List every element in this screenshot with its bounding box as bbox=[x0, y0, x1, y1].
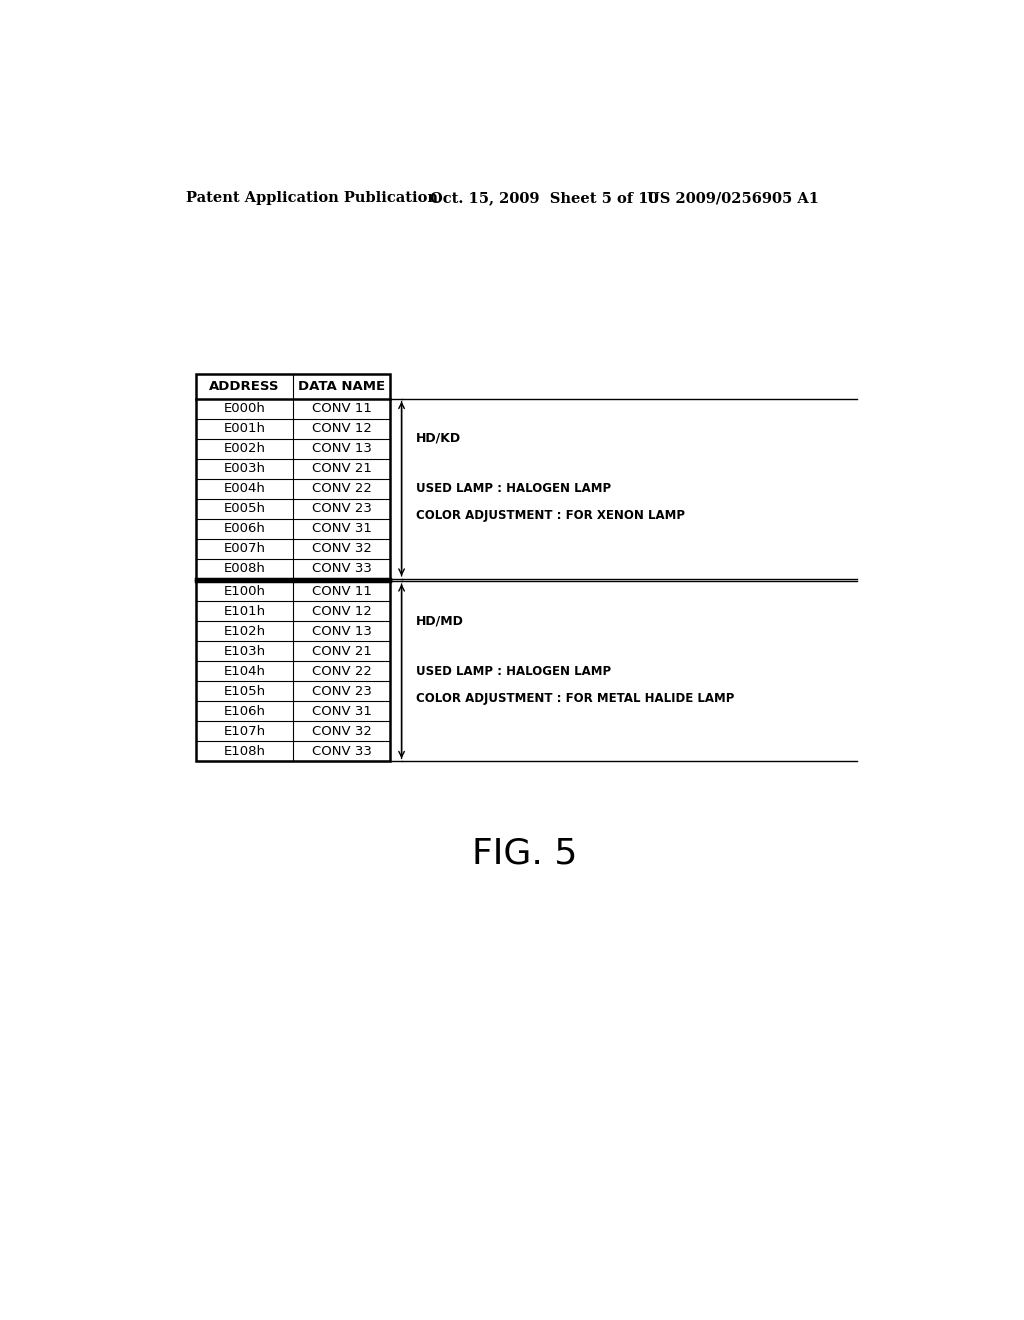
Text: E101h: E101h bbox=[223, 605, 265, 618]
Text: CONV 13: CONV 13 bbox=[311, 624, 372, 638]
Text: CONV 12: CONV 12 bbox=[311, 422, 372, 436]
Text: FIG. 5: FIG. 5 bbox=[472, 837, 578, 871]
Text: CONV 32: CONV 32 bbox=[311, 543, 372, 556]
Text: HD/KD: HD/KD bbox=[416, 432, 461, 445]
Text: E001h: E001h bbox=[223, 422, 265, 436]
Text: CONV 23: CONV 23 bbox=[311, 502, 372, 515]
Text: E107h: E107h bbox=[223, 725, 265, 738]
Text: Patent Application Publication: Patent Application Publication bbox=[186, 191, 438, 206]
Text: E108h: E108h bbox=[223, 744, 265, 758]
Text: CONV 12: CONV 12 bbox=[311, 605, 372, 618]
Text: CONV 21: CONV 21 bbox=[311, 644, 372, 657]
Text: CONV 22: CONV 22 bbox=[311, 482, 372, 495]
Bar bbox=[197, 374, 390, 762]
Text: E106h: E106h bbox=[223, 705, 265, 718]
Text: E003h: E003h bbox=[223, 462, 265, 475]
Text: US 2009/0256905 A1: US 2009/0256905 A1 bbox=[647, 191, 819, 206]
Text: E005h: E005h bbox=[223, 502, 265, 515]
Text: CONV 21: CONV 21 bbox=[311, 462, 372, 475]
Text: COLOR ADJUSTMENT : FOR XENON LAMP: COLOR ADJUSTMENT : FOR XENON LAMP bbox=[416, 510, 684, 523]
Text: E008h: E008h bbox=[223, 562, 265, 576]
Text: CONV 32: CONV 32 bbox=[311, 725, 372, 738]
Text: E103h: E103h bbox=[223, 644, 265, 657]
Text: Oct. 15, 2009  Sheet 5 of 10: Oct. 15, 2009 Sheet 5 of 10 bbox=[430, 191, 658, 206]
Text: E002h: E002h bbox=[223, 442, 265, 455]
Text: HD/MD: HD/MD bbox=[416, 614, 464, 627]
Text: E004h: E004h bbox=[223, 482, 265, 495]
Text: E000h: E000h bbox=[223, 403, 265, 416]
Text: COLOR ADJUSTMENT : FOR METAL HALIDE LAMP: COLOR ADJUSTMENT : FOR METAL HALIDE LAMP bbox=[416, 692, 734, 705]
Text: E007h: E007h bbox=[223, 543, 265, 556]
Text: DATA NAME: DATA NAME bbox=[298, 380, 385, 393]
Text: CONV 11: CONV 11 bbox=[311, 403, 372, 416]
Text: CONV 22: CONV 22 bbox=[311, 665, 372, 677]
Text: E100h: E100h bbox=[223, 585, 265, 598]
Text: CONV 31: CONV 31 bbox=[311, 705, 372, 718]
Text: CONV 33: CONV 33 bbox=[311, 744, 372, 758]
Text: USED LAMP : HALOGEN LAMP: USED LAMP : HALOGEN LAMP bbox=[416, 665, 610, 677]
Text: CONV 13: CONV 13 bbox=[311, 442, 372, 455]
Text: ADDRESS: ADDRESS bbox=[209, 380, 280, 393]
Text: CONV 11: CONV 11 bbox=[311, 585, 372, 598]
Text: E102h: E102h bbox=[223, 624, 265, 638]
Text: USED LAMP : HALOGEN LAMP: USED LAMP : HALOGEN LAMP bbox=[416, 482, 610, 495]
Text: E104h: E104h bbox=[223, 665, 265, 677]
Text: E105h: E105h bbox=[223, 685, 265, 698]
Text: E006h: E006h bbox=[223, 523, 265, 536]
Text: CONV 31: CONV 31 bbox=[311, 523, 372, 536]
Text: CONV 23: CONV 23 bbox=[311, 685, 372, 698]
Text: CONV 33: CONV 33 bbox=[311, 562, 372, 576]
